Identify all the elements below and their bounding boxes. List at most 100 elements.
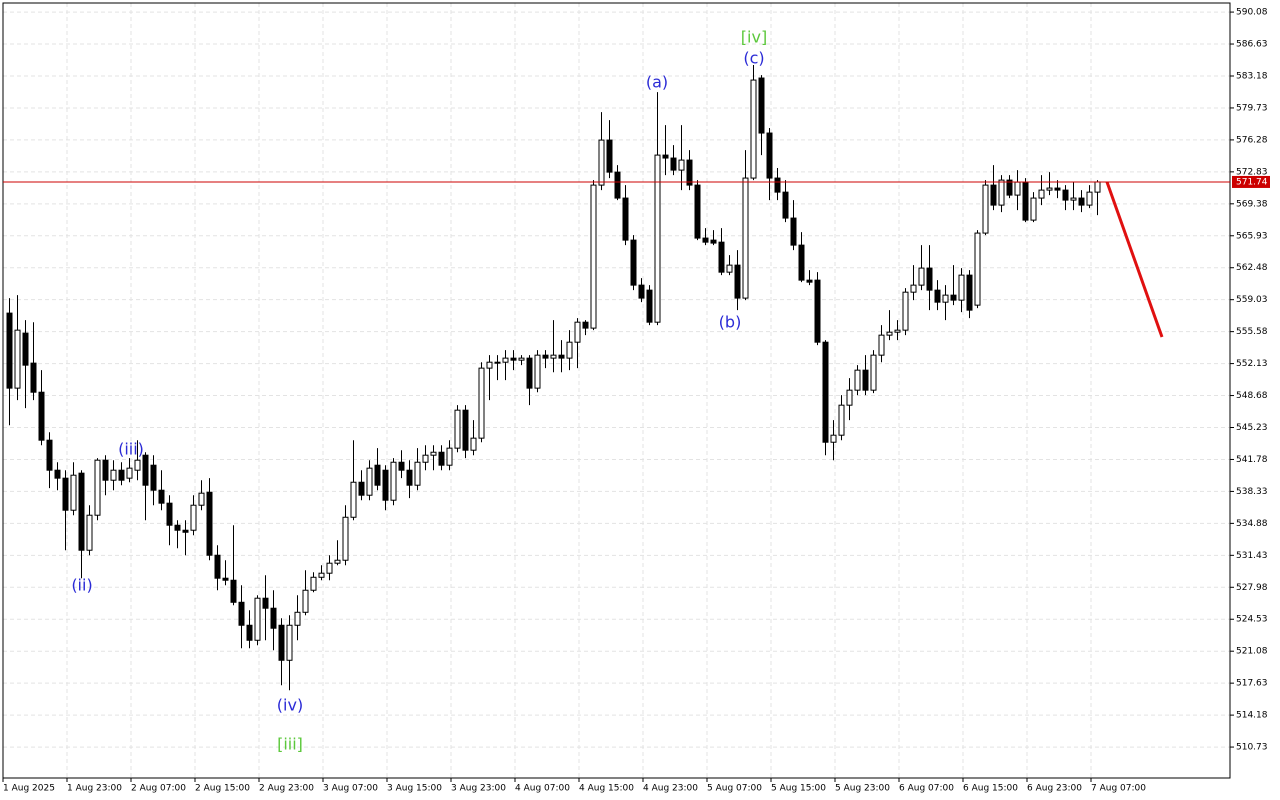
y-tick-label: 586.63 <box>1236 40 1268 50</box>
candle-body <box>262 597 269 609</box>
candle-body <box>782 191 789 219</box>
candle-body <box>814 279 821 343</box>
candle-body <box>598 139 605 186</box>
y-tick-label: 562.48 <box>1236 263 1268 273</box>
y-tick-label: 514.18 <box>1236 711 1268 721</box>
candle-body <box>190 504 197 531</box>
candle-body <box>430 451 437 456</box>
candle-body <box>614 171 621 199</box>
candle-body <box>350 481 357 518</box>
x-tick-label: 7 Aug 07:00 <box>1091 784 1146 794</box>
candle-body <box>982 184 989 234</box>
candle-body <box>702 237 709 243</box>
candle-body <box>902 291 909 331</box>
candle-body <box>766 132 773 179</box>
x-tick-label: 2 Aug 15:00 <box>195 784 250 794</box>
candle-body <box>270 607 277 629</box>
candle-body <box>662 154 669 159</box>
candle-body <box>950 294 957 301</box>
candle-body <box>638 284 645 299</box>
y-tick-label: 555.58 <box>1236 327 1268 337</box>
candle-body <box>438 451 445 466</box>
y-tick-label: 565.93 <box>1236 231 1268 241</box>
candle-body <box>222 577 229 581</box>
candle-body <box>278 624 285 661</box>
candle-body <box>1078 197 1085 206</box>
candle-body <box>294 611 301 626</box>
candle-body <box>1014 181 1021 196</box>
x-tick-label: 4 Aug 07:00 <box>515 784 570 794</box>
candle-body <box>774 177 781 193</box>
candle-body <box>934 289 941 303</box>
y-tick-label: 545.23 <box>1236 423 1268 433</box>
y-tick-label: 579.73 <box>1236 103 1268 113</box>
candle-body <box>838 404 845 436</box>
candle-body <box>510 357 517 361</box>
candle-body <box>1054 187 1061 191</box>
candle-body <box>54 469 61 479</box>
current-price-box <box>1232 175 1270 188</box>
candle-body <box>846 389 853 406</box>
candle-body <box>174 524 181 531</box>
x-tick-label: 3 Aug 15:00 <box>387 784 442 794</box>
candle-body <box>710 239 717 244</box>
y-tick-label: 583.18 <box>1236 71 1268 81</box>
wave-label: (c) <box>743 49 764 68</box>
candle-body <box>670 157 677 171</box>
candle-body <box>478 367 485 439</box>
candle-body <box>718 241 725 273</box>
candle-body <box>990 184 997 206</box>
forecast-arrow <box>1105 181 1164 338</box>
candle-body <box>46 439 53 471</box>
x-tick-label: 6 Aug 15:00 <box>963 784 1018 794</box>
y-tick-label: 527.98 <box>1236 583 1268 593</box>
candle-body <box>942 294 949 303</box>
candle-body <box>334 559 341 564</box>
candle-body <box>1062 189 1069 201</box>
candle-body <box>214 554 221 579</box>
candle-body <box>286 624 293 661</box>
candle-body <box>910 284 917 293</box>
candle-body <box>398 461 405 471</box>
candle-body <box>158 489 165 504</box>
wave-label: [iii] <box>277 735 303 754</box>
candle-body <box>470 437 477 451</box>
wave-label: (iii) <box>118 440 144 459</box>
candle-body <box>358 481 365 496</box>
candle-body <box>30 362 37 393</box>
candle-body <box>198 492 205 506</box>
y-tick-label: 559.03 <box>1236 295 1268 305</box>
candle-body <box>206 491 213 556</box>
candle-body <box>558 354 565 359</box>
candle-body <box>694 184 701 239</box>
candle-body <box>454 409 461 449</box>
candle-body <box>1006 179 1013 196</box>
candle-body <box>502 357 509 363</box>
candle-body <box>526 357 533 389</box>
candle-body <box>126 467 133 479</box>
candle-body <box>486 361 493 369</box>
candle-body <box>862 369 869 391</box>
y-tick-label: 531.43 <box>1236 551 1268 561</box>
wave-label: (b) <box>719 313 742 332</box>
candle-body <box>582 321 589 329</box>
y-tick-label: 552.13 <box>1236 359 1268 369</box>
candle-body <box>566 341 573 359</box>
candle-body <box>462 409 469 451</box>
candle-body <box>958 274 965 301</box>
candle-body <box>606 139 613 173</box>
y-tick-label: 534.88 <box>1236 519 1268 529</box>
candle-body <box>86 514 93 551</box>
candle-body <box>726 264 733 273</box>
candle-body <box>70 474 77 511</box>
candle-body <box>830 434 837 443</box>
candle-body <box>686 159 693 186</box>
y-tick-label: 576.28 <box>1236 135 1268 145</box>
candle-body <box>446 447 453 466</box>
candle-body <box>1070 197 1077 201</box>
candle-body <box>790 217 797 246</box>
candle-body <box>406 469 413 486</box>
candle-body <box>238 601 245 626</box>
candle-body <box>342 516 349 561</box>
